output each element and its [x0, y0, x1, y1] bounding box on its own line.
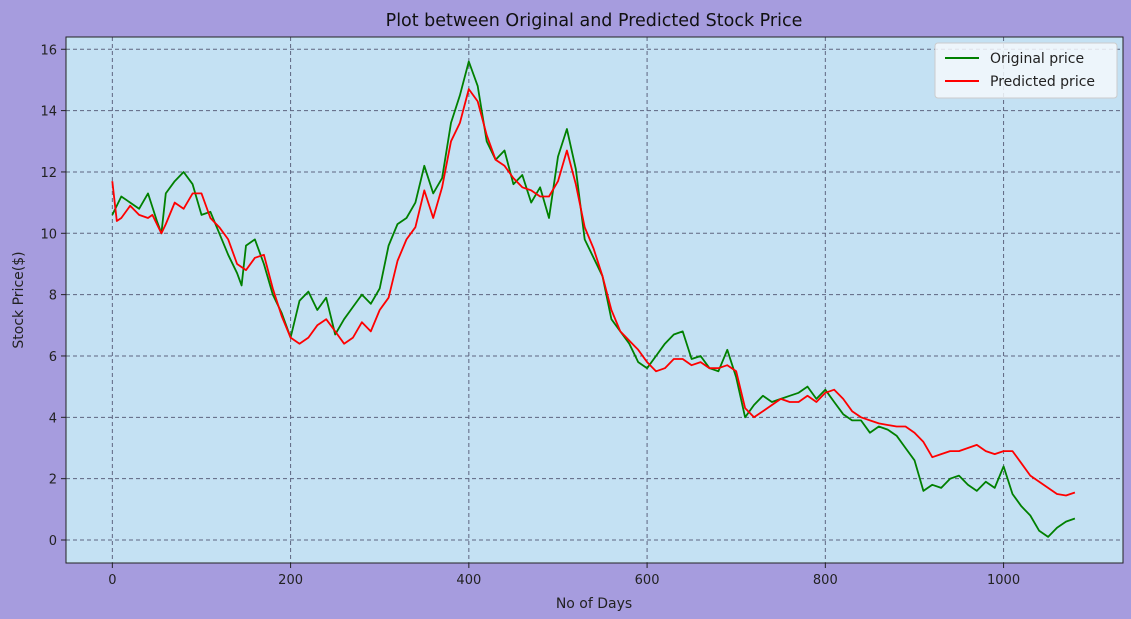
- y-axis-label: Stock Price($): [11, 251, 27, 348]
- x-axis-ticks: 0 200 400 600 800 1000: [108, 563, 1020, 588]
- y-tick-label: 2: [49, 473, 57, 488]
- x-tick-label: 600: [635, 573, 660, 588]
- x-tick-label: 800: [813, 573, 838, 588]
- x-tick-label: 200: [278, 573, 303, 588]
- plot-frame: [65, 36, 1124, 564]
- y-tick-label: 6: [49, 350, 57, 365]
- y-tick-label: 10: [40, 227, 57, 242]
- x-axis-label: No of Days: [556, 596, 632, 612]
- legend: Original price Predicted price: [934, 42, 1118, 99]
- legend-label-original: Original price: [990, 51, 1084, 67]
- legend-label-predicted: Predicted price: [990, 74, 1095, 90]
- y-axis-ticks: 0 2 4 6 8 10 12 14 16: [40, 43, 66, 549]
- x-tick-label: 400: [456, 573, 481, 588]
- y-tick-label: 4: [49, 411, 57, 426]
- y-tick-label: 0: [49, 534, 57, 549]
- y-tick-label: 16: [40, 43, 57, 58]
- legend-box: [934, 42, 1118, 99]
- series-line-original: [111, 60, 1076, 538]
- y-tick-label: 14: [40, 105, 57, 120]
- y-tick-label: 12: [40, 166, 57, 181]
- series-line-predicted: [111, 88, 1076, 497]
- chart-title: Plot between Original and Predicted Stoc…: [386, 11, 803, 31]
- plot-area: [66, 37, 1123, 563]
- grid-lines: [66, 37, 1123, 563]
- x-tick-label: 1000: [987, 573, 1020, 588]
- y-tick-label: 8: [49, 289, 57, 304]
- x-tick-label: 0: [108, 573, 116, 588]
- series-layer: [111, 60, 1076, 538]
